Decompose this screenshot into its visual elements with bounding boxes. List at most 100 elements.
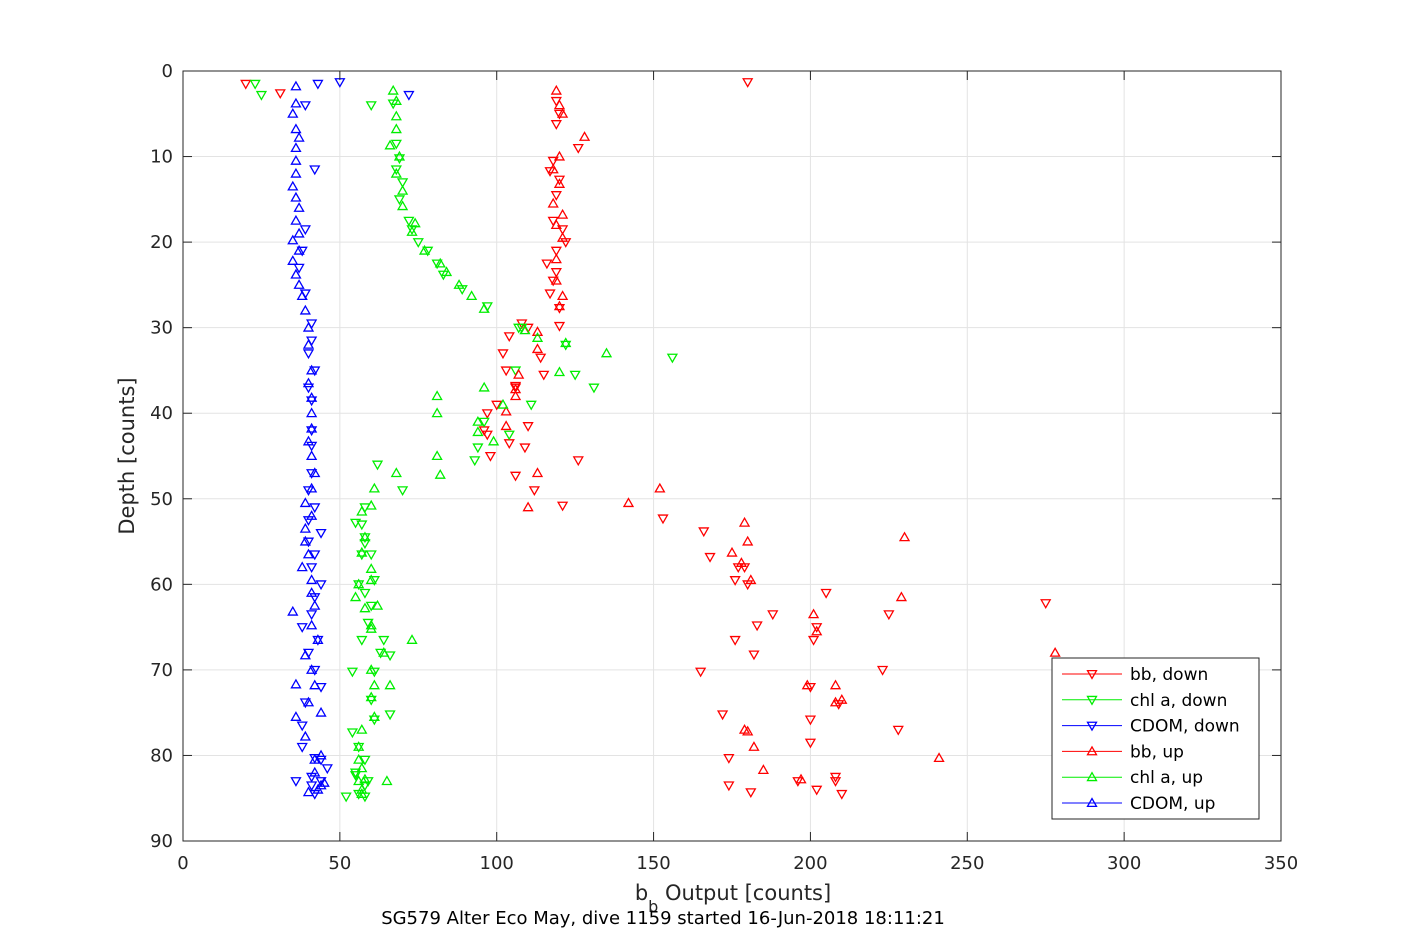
series-bb-up [500,84,1061,784]
data-point [309,503,321,514]
data-point [315,749,327,760]
data-point [362,777,374,787]
data-point [293,227,305,238]
data-point [365,550,377,561]
data-point [553,175,566,186]
chart-caption: SG579 Alter Eco May, dive 1159 started 1… [381,908,945,929]
data-point [1040,599,1052,609]
plot-frame [182,70,1282,842]
data-point [306,664,318,674]
data-point [368,711,380,721]
data-point [287,605,299,616]
x-tick-label: 350 [1264,853,1298,874]
data-point [290,711,302,721]
data-point [550,246,562,257]
data-point [356,550,368,561]
data-point [353,578,365,589]
data-point [309,366,321,377]
data-point [290,167,302,178]
data-point [299,649,311,660]
data-point [290,97,302,108]
data-point [531,326,544,336]
data-point [387,84,399,95]
data-point [406,634,418,644]
data-point [378,646,390,657]
data-point [365,619,377,630]
data-point [306,364,318,375]
data-point [657,514,669,525]
data-point [406,226,418,236]
data-point [469,456,481,467]
data-point [556,290,569,301]
data-point [290,268,302,279]
data-point [302,383,315,394]
data-point [346,728,359,739]
data-point [804,682,817,693]
data-point [296,623,308,633]
data-point [422,246,434,257]
data-point [553,366,566,377]
data-point [312,634,324,644]
data-point [440,266,453,277]
data-point [484,451,497,462]
data-point [299,535,311,546]
data-point [309,766,321,777]
data-point [666,353,679,364]
data-point [365,563,377,573]
data-point [293,279,305,289]
data-point [290,123,302,134]
data-point [306,482,318,493]
data-point [359,773,371,784]
data-point [299,698,311,709]
data-point [349,768,362,779]
data-point [293,263,305,274]
x-tick-label: 200 [793,853,827,874]
data-point [729,576,741,586]
data-point [353,775,365,786]
data-point [306,426,318,437]
data-point [390,467,402,478]
data-point [550,84,562,95]
data-point [531,343,544,354]
data-point [393,154,406,165]
data-point [553,150,566,161]
data-point [296,742,308,753]
data-point [525,400,537,411]
data-point [742,535,754,546]
data-point [500,366,512,377]
data-point [306,392,318,402]
x-axis-label-subscript: b [648,897,658,916]
data-point [321,764,333,775]
data-point [349,771,362,781]
data-point [306,407,318,418]
data-point [726,546,738,557]
data-point [368,679,380,690]
data-point [569,370,581,381]
data-point [472,426,484,437]
data-point [302,321,315,332]
data-point [302,537,315,548]
data-point [359,755,371,766]
data-point [353,741,365,751]
data-point [296,721,308,732]
y-tick-label: 80 [150,745,173,766]
data-point [478,417,490,428]
data-point [290,142,302,153]
data-point [807,635,820,646]
data-point [801,679,813,690]
data-point [431,450,443,461]
data-point [306,619,318,630]
data-point [503,332,515,343]
y-tick-label: 70 [150,660,173,681]
legend-marker [1086,695,1098,706]
data-point [550,219,562,230]
data-point [513,368,525,379]
data-point [933,752,945,763]
x-tick-label: 100 [480,853,514,874]
x-axis-label-main: b [635,881,648,905]
data-point [811,625,823,636]
legend-marker [1086,797,1098,808]
data-point [349,591,362,602]
data-point [390,165,402,176]
